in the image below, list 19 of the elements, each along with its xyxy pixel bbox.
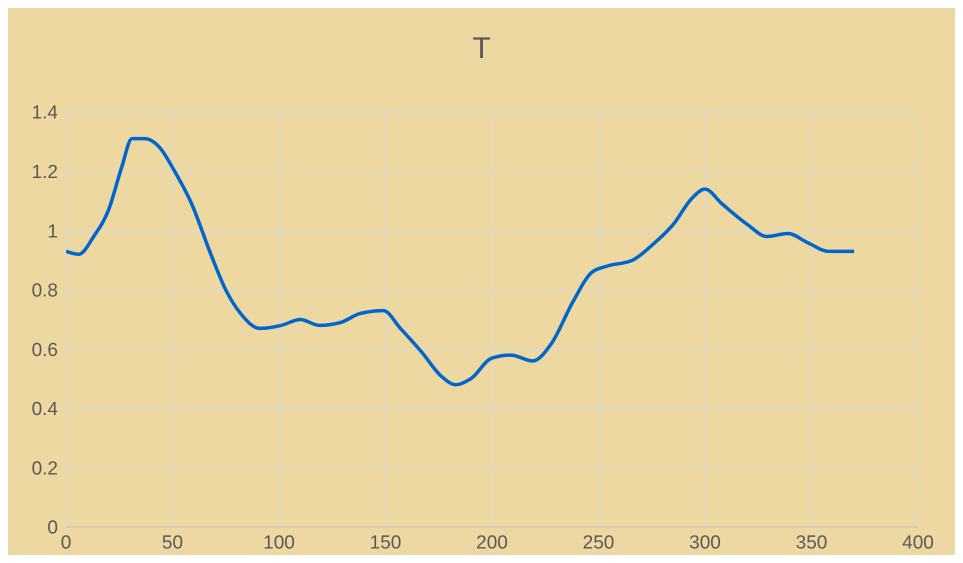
chart-title: T <box>471 31 492 67</box>
y-tick-label: 0.6 <box>32 340 58 361</box>
y-tick-label: 0.2 <box>32 458 58 480</box>
y-tick-label: 1.4 <box>32 102 58 124</box>
line-series <box>66 136 856 386</box>
x-tick-label: 300 <box>689 532 721 554</box>
y-tick-label: 0 <box>47 518 58 539</box>
y-tick-label: 1.2 <box>32 162 58 184</box>
x-tick-label: 50 <box>162 532 184 554</box>
y-tick-label: 1 <box>47 221 58 242</box>
x-tick-label: 0 <box>60 532 72 554</box>
x-tick-label: 200 <box>476 532 508 554</box>
x-tick-label: 400 <box>902 532 934 554</box>
x-tick-label: 150 <box>370 532 402 554</box>
y-tick-label: 0.8 <box>32 280 58 302</box>
x-tick-label: 350 <box>796 532 828 554</box>
x-tick-label: 100 <box>263 532 295 554</box>
x-tick-label: 250 <box>582 532 614 554</box>
y-tick-label: 0.4 <box>32 399 58 420</box>
